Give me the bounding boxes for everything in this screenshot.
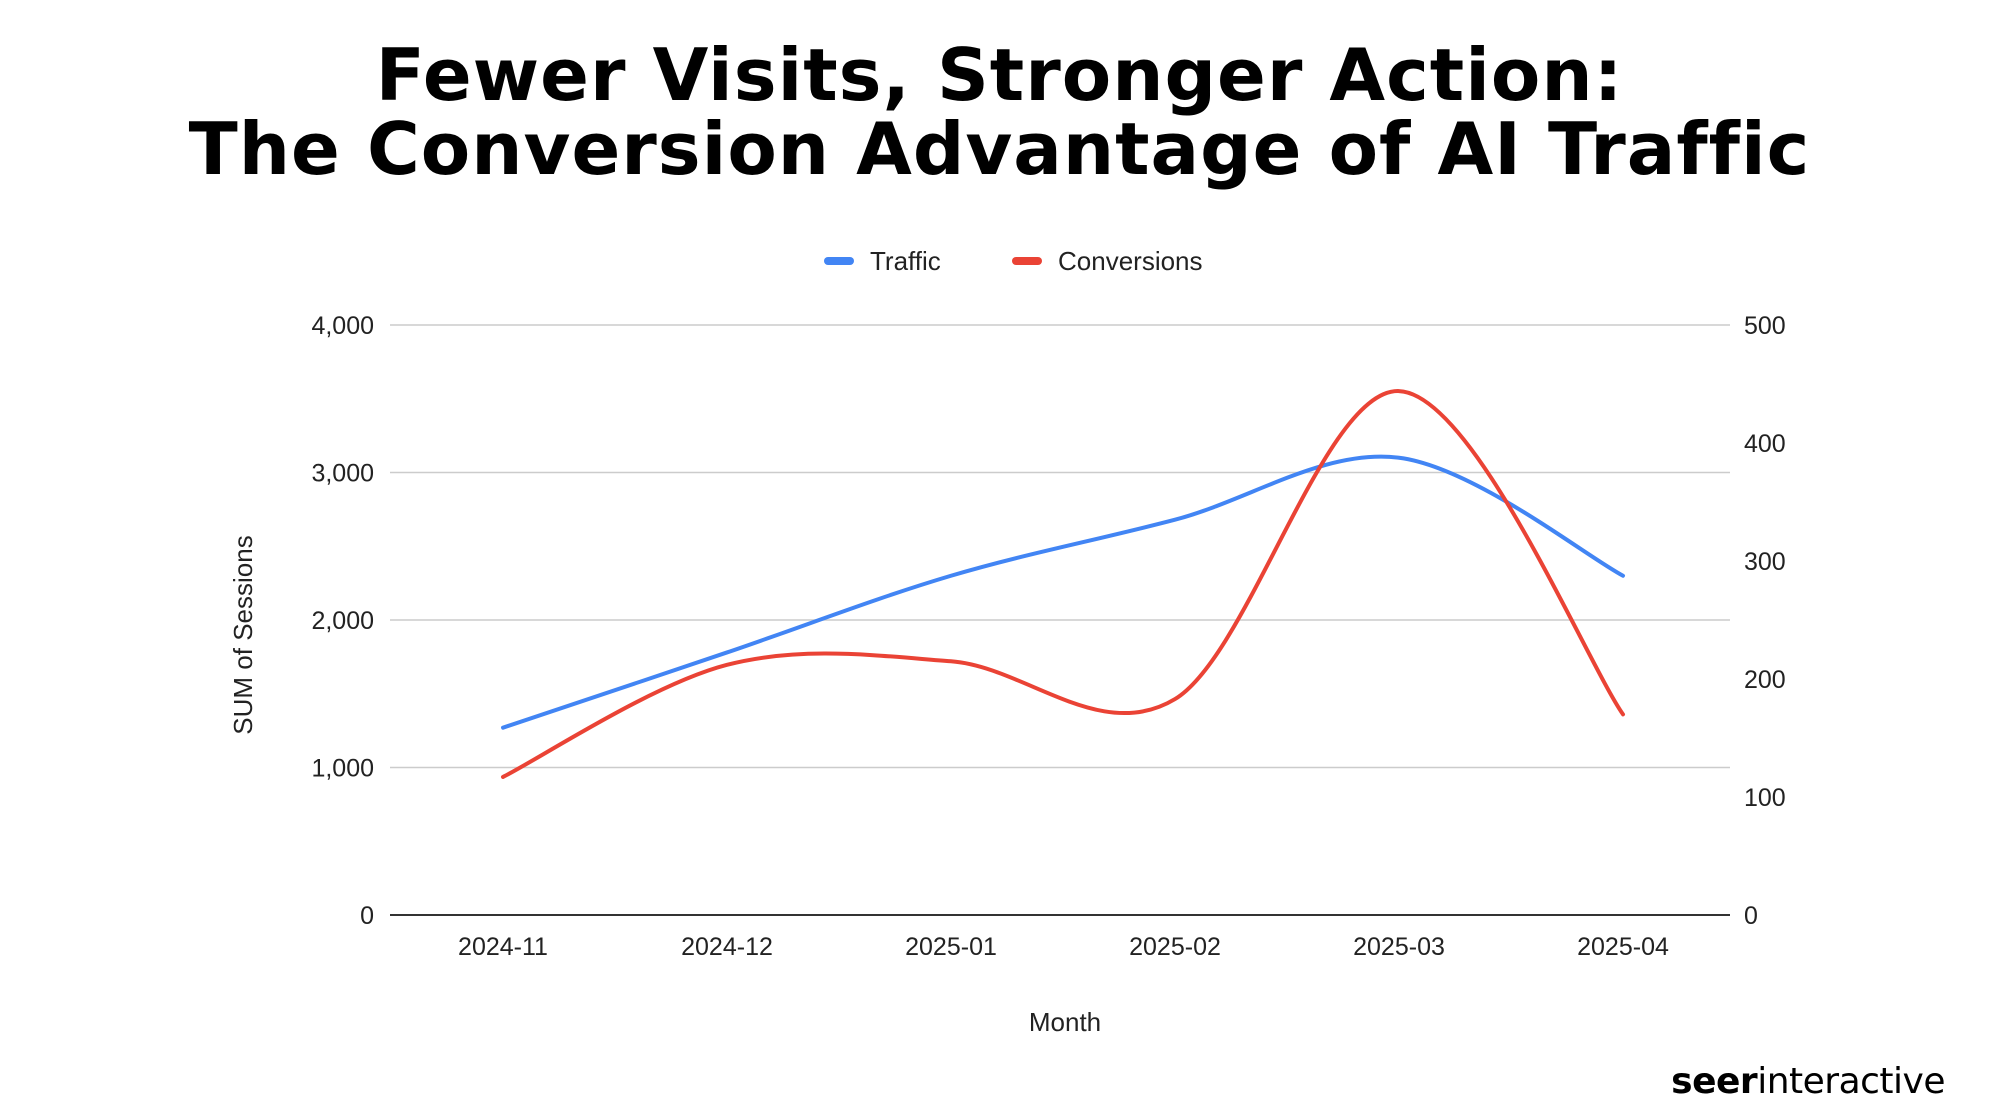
x-axis-title: Month [1029, 1007, 1101, 1037]
brand-regular-text: interactive [1757, 1061, 1945, 1102]
x-tick-label: 2025-02 [1129, 933, 1221, 961]
x-tick-label: 2025-03 [1353, 933, 1445, 961]
legend-label-traffic: Traffic [870, 246, 941, 276]
y-left-tick-label: 3,000 [311, 460, 374, 488]
x-tick-label: 2024-12 [681, 933, 773, 961]
x-tick-label: 2024-11 [458, 933, 548, 961]
legend-swatch-conversions [1012, 257, 1042, 265]
y-right-tick-label: 200 [1744, 666, 1786, 694]
legend-swatch-traffic [824, 257, 854, 265]
traffic-series-line [501, 454, 1625, 730]
x-tick-label: 2025-01 [905, 933, 997, 961]
y-left-tick-label: 0 [360, 902, 374, 930]
y-axis-title: SUM of Sessions [228, 535, 258, 734]
brand-bold-text: seer [1671, 1061, 1758, 1102]
y-right-tick-label: 100 [1744, 784, 1786, 812]
y-left-tick-label: 1,000 [311, 755, 374, 783]
y-left-tick-label: 4,000 [311, 312, 374, 340]
x-tick-label: 2025-04 [1577, 933, 1669, 961]
legend-label-conversions: Conversions [1058, 246, 1203, 276]
chart-title: Fewer Visits, Stronger Action: The Conve… [0, 38, 1999, 186]
y-left-tick-label: 2,000 [311, 607, 374, 635]
brand-logo: seerinteractive [1671, 1061, 1945, 1102]
y-right-tick-label: 400 [1744, 430, 1786, 458]
title-line-2: The Conversion Advantage of AI Traffic [188, 107, 1811, 191]
conversions-series-line [501, 389, 1625, 779]
title-line-1: Fewer Visits, Stronger Action: [375, 33, 1624, 117]
y-right-tick-label: 300 [1744, 548, 1786, 576]
y-right-tick-label: 500 [1744, 312, 1786, 340]
y-right-tick-label: 0 [1744, 902, 1758, 930]
